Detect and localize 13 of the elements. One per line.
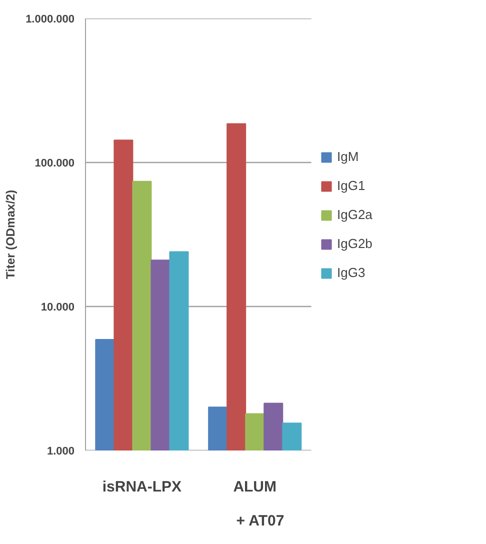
legend-label: IgG1 [337, 178, 366, 193]
legend-label: IgG2b [337, 236, 372, 251]
y-tick-label: 10.000 [40, 302, 75, 314]
y-tick-label: 100.000 [34, 158, 75, 170]
x-tick-label: ALUM [233, 478, 277, 496]
legend-label: IgG2a [337, 207, 372, 222]
y-tick-label: 1.000.000 [26, 14, 74, 26]
legend-label: IgM [337, 149, 359, 164]
y-axis-title: Titer (ODmax/2) [4, 190, 18, 280]
y-tick-label: 1.000 [46, 446, 75, 458]
x-axis-title: + AT07 [236, 512, 284, 530]
x-tick-label: isRNA-LPX [102, 478, 182, 496]
legend-label: IgG3 [337, 265, 366, 280]
